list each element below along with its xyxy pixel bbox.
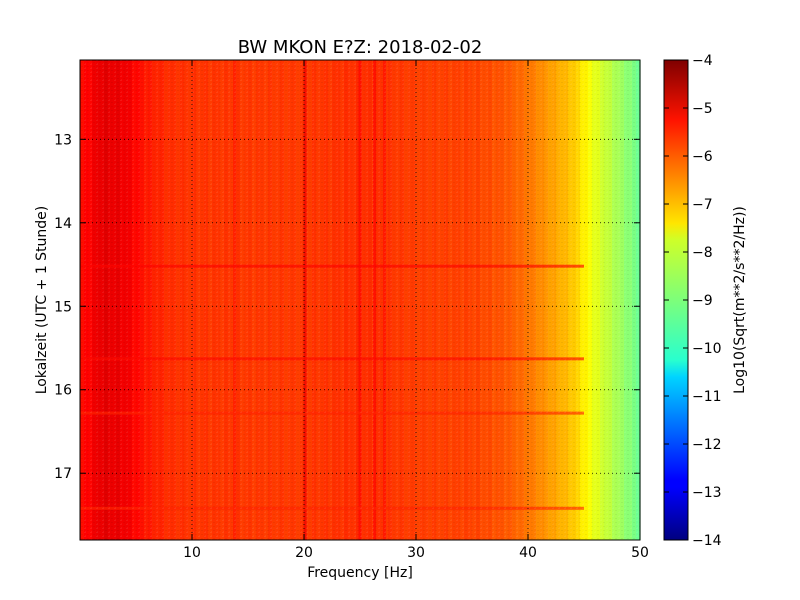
colorbar-tick-label: −6 [692,149,713,165]
x-tick-label: 20 [295,545,313,561]
x-axis-label: Frequency [Hz] [307,565,413,581]
y-tick-label: 14 [54,216,72,232]
colorbar-tick-label: −8 [692,245,713,261]
plot-frame [79,59,641,541]
y-tick-label: 13 [54,132,72,148]
y-tick-label: 17 [54,466,72,482]
x-tick-label: 10 [183,545,201,561]
colorbar-tick-label: −9 [692,293,713,309]
colorbar-tick-label: −12 [692,437,722,453]
colorbar-tick-label: −10 [692,341,722,357]
x-tick-label: 30 [407,545,425,561]
colorbar-tick-label: −4 [692,53,713,69]
colorbar-tick-label: −14 [692,533,722,549]
colorbar: −4 −5 −6 −7 −8 −9 −10 −11 −12 −13 −14 [663,53,722,549]
colorbar-tick-label: −13 [692,485,722,501]
colorbar-tick-label: −11 [692,389,722,405]
x-tick-label: 50 [631,545,649,561]
colorbar-tick-label: −7 [692,197,713,213]
chart-title: BW MKON E?Z: 2018-02-02 [238,37,483,58]
x-tick-label: 40 [519,545,537,561]
colorbar-tick-label: −5 [692,101,713,117]
y-tick-label: 16 [54,383,72,399]
y-axis-label: Lokalzeit (UTC + 1 Stunde) [34,206,50,395]
plot-area: 10 20 30 40 50 13 14 15 16 17 [54,59,649,561]
y-tick-label: 15 [54,299,72,315]
colorbar-label: Log10(Sqrt(m**2/s**2/Hz)) [732,206,748,394]
